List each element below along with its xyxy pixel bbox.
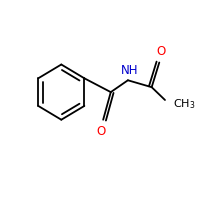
Text: O: O <box>97 125 106 138</box>
Text: NH: NH <box>121 64 139 77</box>
Text: CH$_3$: CH$_3$ <box>173 97 195 111</box>
Text: O: O <box>157 45 166 58</box>
